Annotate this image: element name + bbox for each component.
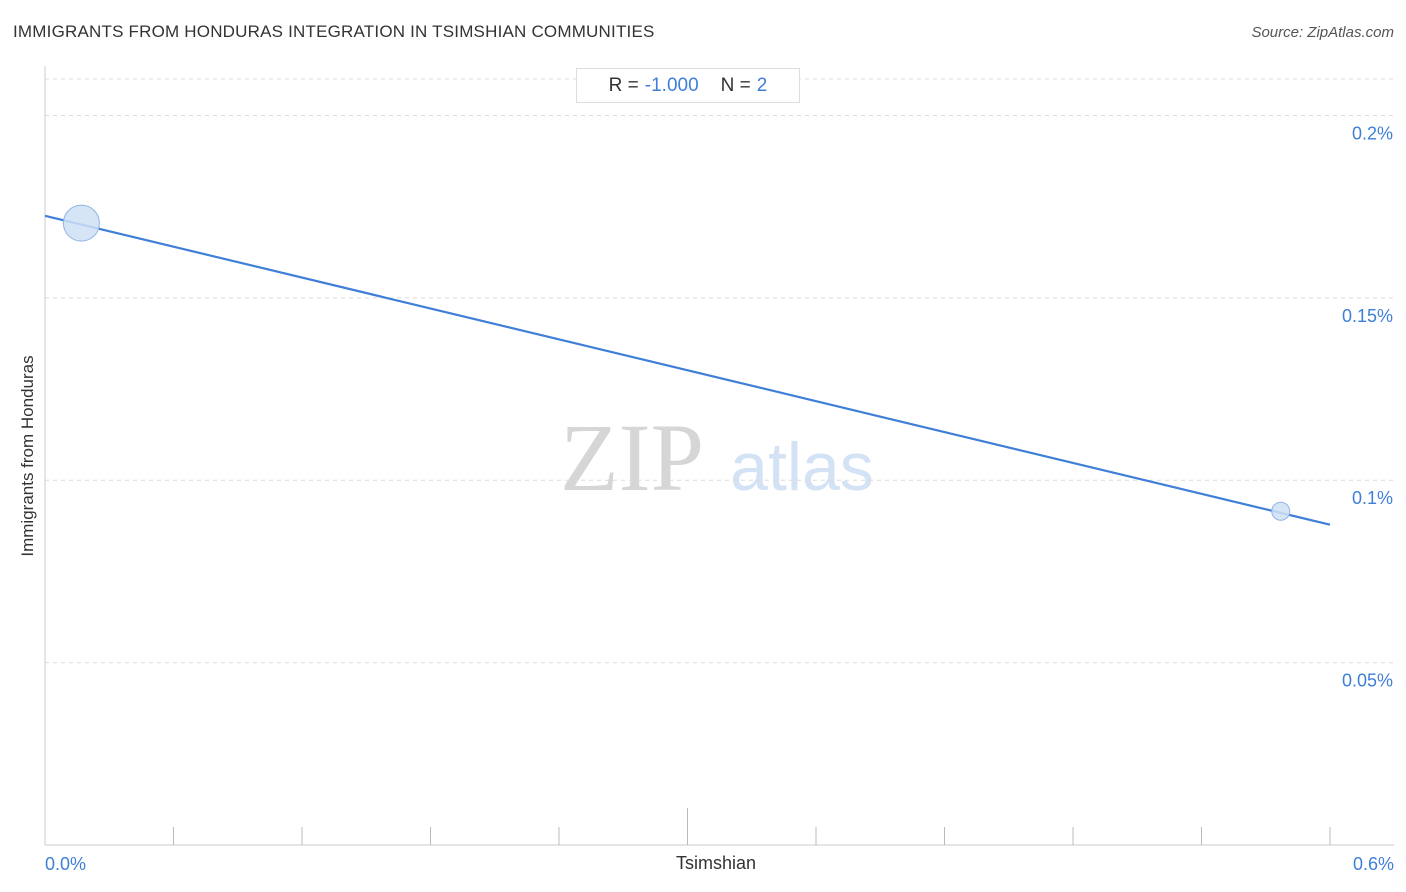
source-credit: Source: ZipAtlas.com	[1251, 24, 1394, 41]
y-tick-label: 0.2%	[1352, 123, 1393, 143]
y-axis-label: Immigrants from Honduras	[18, 355, 37, 557]
x-axis-label: Tsimshian	[675, 853, 757, 873]
stats-box: R = -1.000 N = 2	[576, 68, 800, 103]
trendline-group	[44, 214, 1331, 526]
x-tick-label: 0.6%	[1353, 854, 1394, 874]
r-value: -1.000	[644, 74, 699, 96]
gridlines	[45, 78, 1394, 664]
n-value: 2	[756, 74, 768, 96]
data-points	[62, 204, 1291, 521]
trendline	[44, 214, 1331, 526]
y-tick-label: 0.05%	[1342, 671, 1393, 691]
x-axis-ticks: 0.0% 0.6%	[45, 808, 1394, 874]
zipatlas-watermark: ZIP atlas	[560, 404, 874, 511]
axes	[44, 66, 1394, 846]
watermark-atlas: atlas	[730, 429, 874, 505]
data-point	[62, 204, 100, 242]
data-point	[1271, 501, 1291, 521]
y-tick-label: 0.15%	[1342, 306, 1393, 326]
n-label: N =	[720, 74, 751, 96]
x-tick-label: 0.0%	[45, 854, 86, 874]
chart-title: IMMIGRANTS FROM HONDURAS INTEGRATION IN …	[13, 22, 655, 41]
y-tick-label: 0.1%	[1352, 488, 1393, 508]
y-axis-ticks: 0.2% 0.15% 0.1% 0.05%	[1342, 123, 1393, 690]
r-label: R =	[608, 74, 639, 96]
watermark-zip: ZIP	[560, 404, 704, 511]
